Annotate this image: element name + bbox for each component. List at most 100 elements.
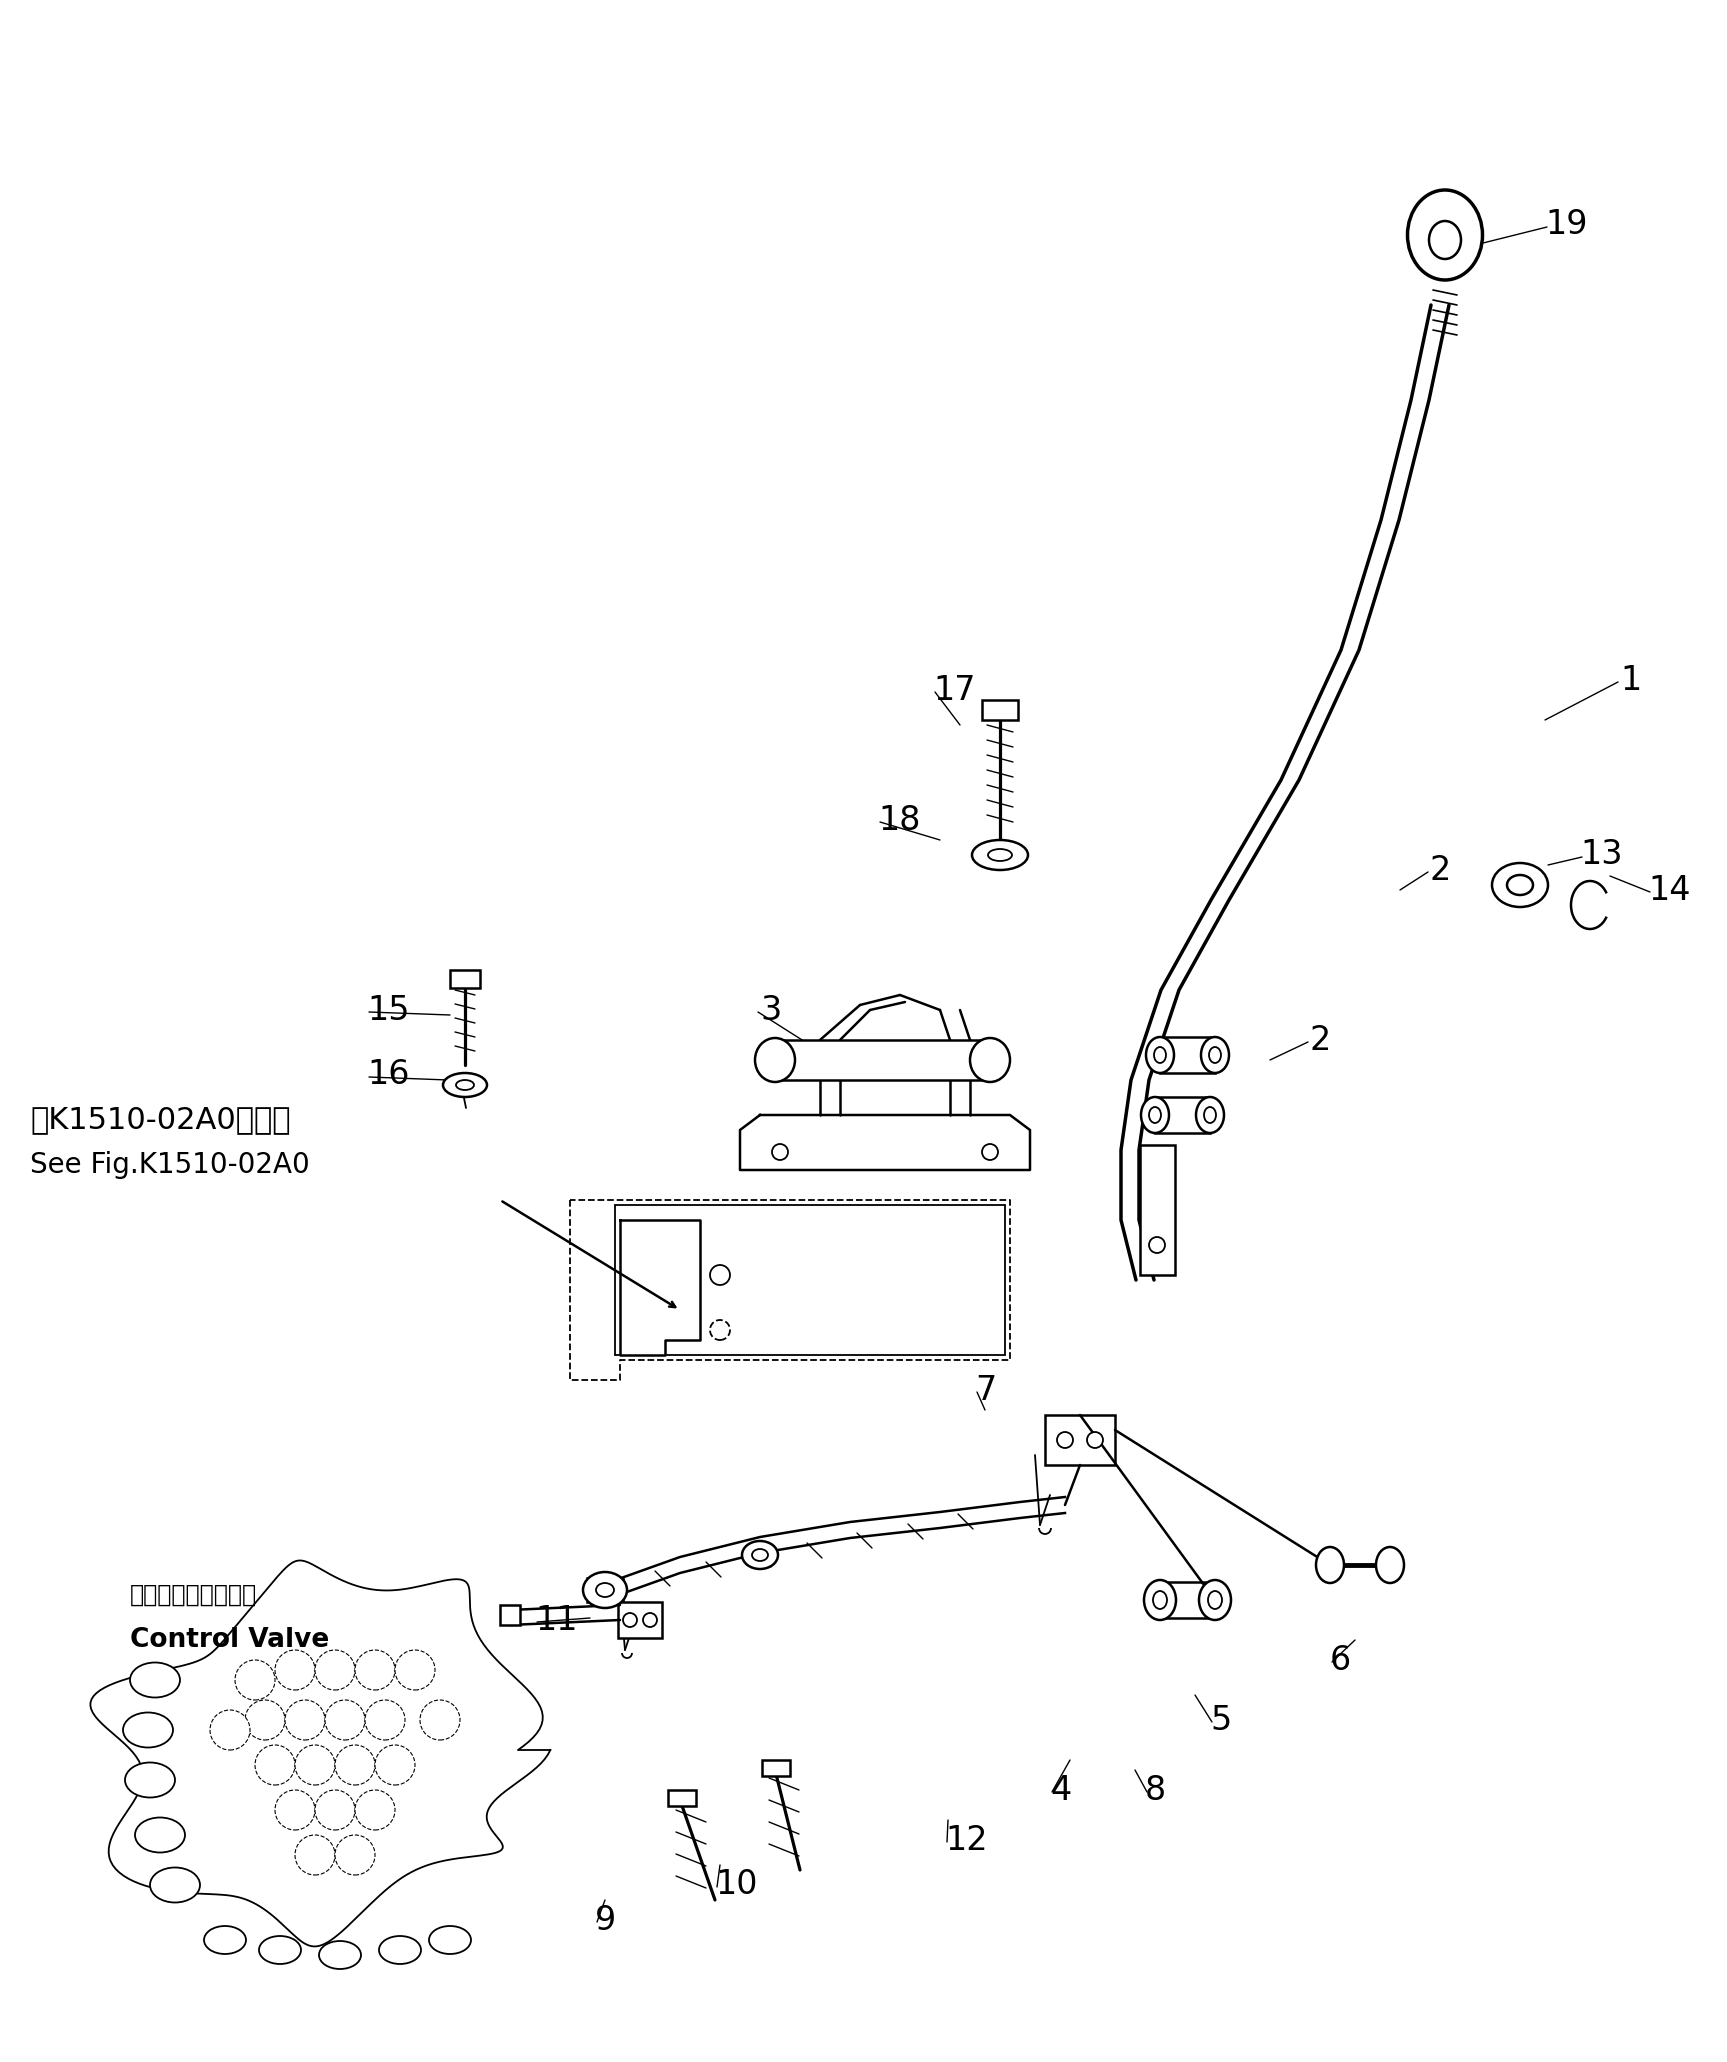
Circle shape bbox=[356, 1790, 395, 1829]
Ellipse shape bbox=[971, 1037, 1010, 1083]
Circle shape bbox=[983, 1144, 998, 1161]
Text: 1: 1 bbox=[1620, 664, 1641, 697]
Text: 12: 12 bbox=[945, 1823, 988, 1856]
Bar bbox=[1161, 1582, 1216, 1619]
Ellipse shape bbox=[1143, 1579, 1176, 1621]
Circle shape bbox=[275, 1790, 314, 1829]
Text: 18: 18 bbox=[877, 804, 920, 837]
Ellipse shape bbox=[1154, 1047, 1166, 1064]
Polygon shape bbox=[739, 1116, 1029, 1169]
Ellipse shape bbox=[1142, 1097, 1169, 1132]
Circle shape bbox=[285, 1699, 325, 1740]
Text: 11: 11 bbox=[535, 1604, 577, 1637]
Ellipse shape bbox=[259, 1936, 300, 1963]
Polygon shape bbox=[90, 1561, 551, 1947]
Ellipse shape bbox=[1316, 1546, 1344, 1584]
Ellipse shape bbox=[1428, 221, 1461, 260]
Bar bbox=[762, 1761, 789, 1775]
Bar bbox=[501, 1604, 520, 1625]
Bar bbox=[1045, 1415, 1116, 1464]
Bar bbox=[587, 1577, 623, 1602]
Ellipse shape bbox=[1204, 1107, 1216, 1124]
Circle shape bbox=[295, 1835, 335, 1874]
Ellipse shape bbox=[123, 1714, 173, 1747]
Circle shape bbox=[395, 1650, 435, 1691]
Ellipse shape bbox=[444, 1072, 487, 1097]
Circle shape bbox=[710, 1320, 731, 1340]
Text: 2: 2 bbox=[1311, 1023, 1332, 1056]
Circle shape bbox=[295, 1744, 335, 1786]
Ellipse shape bbox=[130, 1662, 180, 1697]
Ellipse shape bbox=[1376, 1546, 1404, 1584]
Circle shape bbox=[235, 1660, 275, 1699]
Circle shape bbox=[335, 1835, 375, 1874]
Text: 10: 10 bbox=[715, 1868, 758, 1901]
Ellipse shape bbox=[124, 1763, 174, 1798]
Bar bbox=[1161, 1037, 1216, 1072]
Text: 16: 16 bbox=[368, 1058, 409, 1091]
Ellipse shape bbox=[596, 1584, 615, 1596]
Ellipse shape bbox=[150, 1868, 200, 1903]
Circle shape bbox=[364, 1699, 406, 1740]
Circle shape bbox=[642, 1612, 656, 1627]
Circle shape bbox=[772, 1144, 788, 1161]
Bar bbox=[668, 1790, 696, 1806]
Text: コントロールバルブ: コントロールバルブ bbox=[130, 1584, 257, 1606]
Ellipse shape bbox=[1154, 1592, 1167, 1608]
Ellipse shape bbox=[204, 1926, 245, 1955]
Circle shape bbox=[256, 1744, 295, 1786]
Circle shape bbox=[275, 1650, 314, 1691]
Ellipse shape bbox=[319, 1940, 361, 1969]
Ellipse shape bbox=[1199, 1579, 1231, 1621]
Text: 19: 19 bbox=[1546, 208, 1587, 241]
Text: 2: 2 bbox=[1430, 854, 1451, 887]
Ellipse shape bbox=[1200, 1037, 1230, 1072]
Circle shape bbox=[335, 1744, 375, 1786]
Ellipse shape bbox=[1492, 864, 1547, 907]
Circle shape bbox=[211, 1709, 250, 1751]
Ellipse shape bbox=[755, 1037, 794, 1083]
Text: 3: 3 bbox=[760, 994, 781, 1027]
Polygon shape bbox=[620, 1221, 699, 1355]
Ellipse shape bbox=[988, 850, 1012, 862]
Circle shape bbox=[375, 1744, 414, 1786]
Bar bbox=[1140, 1144, 1174, 1274]
Bar bbox=[618, 1602, 661, 1637]
Text: 15: 15 bbox=[368, 994, 409, 1027]
Text: 第K1510-02A0図参照: 第K1510-02A0図参照 bbox=[29, 1105, 290, 1134]
Ellipse shape bbox=[972, 839, 1028, 870]
Text: 6: 6 bbox=[1330, 1643, 1351, 1676]
Ellipse shape bbox=[584, 1571, 627, 1608]
Circle shape bbox=[710, 1264, 731, 1285]
Circle shape bbox=[1057, 1431, 1072, 1448]
Circle shape bbox=[1148, 1237, 1166, 1254]
Circle shape bbox=[623, 1612, 637, 1627]
Text: 9: 9 bbox=[596, 1903, 617, 1936]
Text: 7: 7 bbox=[976, 1373, 996, 1406]
Ellipse shape bbox=[378, 1936, 421, 1963]
Circle shape bbox=[314, 1790, 356, 1829]
Text: See Fig.K1510-02A0: See Fig.K1510-02A0 bbox=[29, 1151, 309, 1179]
Ellipse shape bbox=[428, 1926, 471, 1955]
Text: 13: 13 bbox=[1580, 839, 1622, 872]
Ellipse shape bbox=[456, 1080, 473, 1091]
Ellipse shape bbox=[1408, 190, 1482, 280]
Ellipse shape bbox=[1147, 1037, 1174, 1072]
Ellipse shape bbox=[1209, 1047, 1221, 1064]
Text: 4: 4 bbox=[1050, 1773, 1071, 1806]
Ellipse shape bbox=[743, 1540, 777, 1569]
Ellipse shape bbox=[1207, 1592, 1223, 1608]
Bar bbox=[775, 1039, 990, 1080]
Circle shape bbox=[325, 1699, 364, 1740]
Text: Control Valve: Control Valve bbox=[130, 1627, 330, 1654]
Ellipse shape bbox=[1197, 1097, 1224, 1132]
Text: 8: 8 bbox=[1145, 1773, 1166, 1806]
Bar bbox=[451, 969, 480, 988]
Text: 14: 14 bbox=[1648, 874, 1691, 907]
Ellipse shape bbox=[135, 1817, 185, 1852]
Circle shape bbox=[1086, 1431, 1104, 1448]
Text: 5: 5 bbox=[1211, 1703, 1231, 1736]
Circle shape bbox=[420, 1699, 459, 1740]
Ellipse shape bbox=[1508, 874, 1534, 895]
Circle shape bbox=[245, 1699, 285, 1740]
